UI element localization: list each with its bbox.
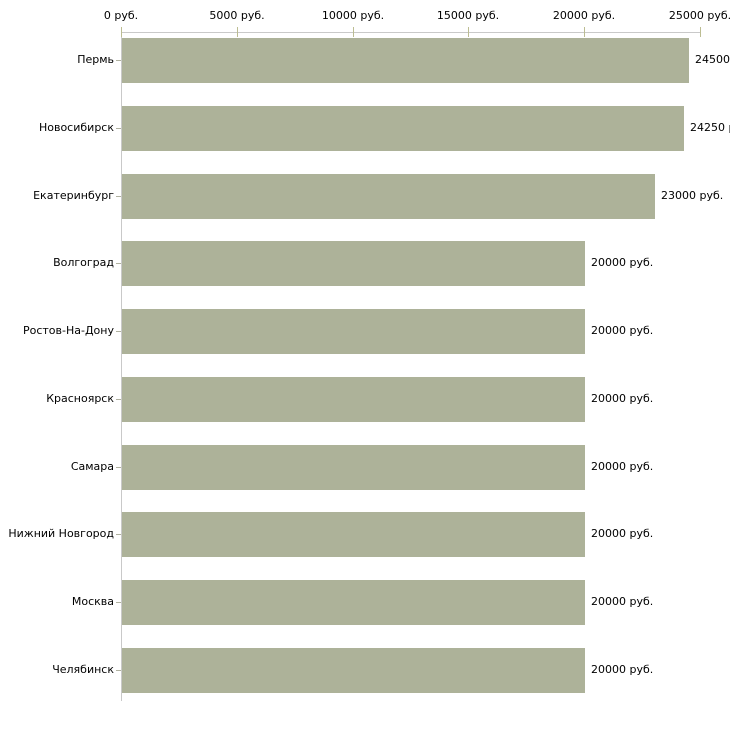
bar bbox=[122, 106, 684, 151]
category-label: Новосибирск bbox=[38, 121, 114, 134]
category-tick-mark bbox=[116, 670, 121, 671]
bar-value-label: 20000 руб. bbox=[591, 392, 654, 405]
category-label: Москва bbox=[71, 595, 114, 608]
x-axis-tick-mark bbox=[353, 27, 354, 37]
category-label: Пермь bbox=[77, 53, 114, 66]
category-tick-mark bbox=[116, 196, 121, 197]
bar bbox=[122, 377, 585, 422]
bar bbox=[122, 580, 585, 625]
bar-value-label: 20000 руб. bbox=[591, 595, 654, 608]
category-label: Красноярск bbox=[46, 392, 114, 405]
x-axis-tick-label: 25000 руб. bbox=[668, 9, 730, 22]
x-axis-tick-mark bbox=[584, 27, 585, 37]
category-label: Екатеринбург bbox=[33, 189, 114, 202]
bar-value-label: 20000 руб. bbox=[591, 460, 654, 473]
bar bbox=[122, 241, 585, 286]
category-label: Челябинск bbox=[52, 663, 114, 676]
bar bbox=[122, 445, 585, 490]
x-axis-tick-label: 5000 руб. bbox=[209, 9, 265, 22]
bar-value-label: 20000 руб. bbox=[591, 663, 654, 676]
x-axis-tick-mark bbox=[468, 27, 469, 37]
bar-value-label: 24250 руб. bbox=[690, 121, 730, 134]
x-axis-tick-label: 0 руб. bbox=[103, 9, 139, 22]
bar bbox=[122, 174, 655, 219]
bar-value-label: 24500 руб. bbox=[695, 53, 730, 66]
bar-value-label: 20000 руб. bbox=[591, 527, 654, 540]
bar bbox=[122, 648, 585, 693]
bar bbox=[122, 309, 585, 354]
category-tick-mark bbox=[116, 534, 121, 535]
bar-value-label: 23000 руб. bbox=[661, 189, 724, 202]
x-axis-tick-mark bbox=[121, 27, 122, 37]
x-axis-tick-mark bbox=[700, 27, 701, 37]
category-tick-mark bbox=[116, 263, 121, 264]
category-tick-mark bbox=[116, 467, 121, 468]
category-tick-mark bbox=[116, 60, 121, 61]
category-tick-mark bbox=[116, 331, 121, 332]
x-axis-tick-mark bbox=[237, 27, 238, 37]
x-axis-tick-label: 10000 руб. bbox=[321, 9, 385, 22]
category-label: Ростов-На-Дону bbox=[22, 324, 114, 337]
y-axis-line bbox=[121, 32, 122, 701]
x-axis-tick-label: 20000 руб. bbox=[552, 9, 616, 22]
category-tick-mark bbox=[116, 399, 121, 400]
category-tick-mark bbox=[116, 128, 121, 129]
category-tick-mark bbox=[116, 602, 121, 603]
bar-value-label: 20000 руб. bbox=[591, 324, 654, 337]
bar-value-label: 20000 руб. bbox=[591, 256, 654, 269]
bar bbox=[122, 38, 689, 83]
x-axis-line bbox=[121, 32, 701, 33]
category-label: Нижний Новгород bbox=[8, 527, 114, 540]
category-label: Волгоград bbox=[53, 256, 114, 269]
x-axis-tick-label: 15000 руб. bbox=[436, 9, 500, 22]
bar bbox=[122, 512, 585, 557]
category-label: Самара bbox=[70, 460, 114, 473]
